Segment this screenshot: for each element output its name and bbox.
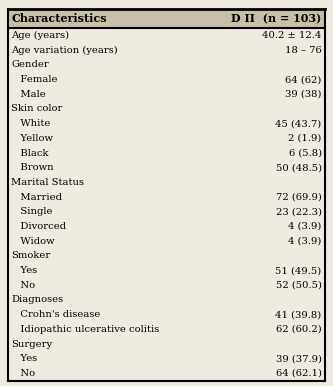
Text: Marital Status: Marital Status [11,178,84,187]
Text: 62 (60.2): 62 (60.2) [276,325,322,334]
Text: 40.2 ± 12.4: 40.2 ± 12.4 [262,31,322,40]
Text: Divorced: Divorced [11,222,66,231]
Text: 2 (1.9): 2 (1.9) [288,134,322,143]
Text: 6 (5.8): 6 (5.8) [289,149,322,157]
Text: 23 (22.3): 23 (22.3) [276,207,322,216]
Text: No: No [11,281,35,290]
Text: Characteristics: Characteristics [11,13,107,24]
Text: 18 – 76: 18 – 76 [285,46,322,55]
Text: Single: Single [11,207,53,216]
Text: Age (years): Age (years) [11,31,69,40]
Text: 45 (43.7): 45 (43.7) [275,119,322,128]
Text: Yes: Yes [11,266,38,275]
Text: Skin color: Skin color [11,105,63,113]
Text: Widow: Widow [11,237,55,246]
Text: 50 (48.5): 50 (48.5) [276,163,322,172]
Text: 72 (69.9): 72 (69.9) [276,193,322,201]
Text: Female: Female [11,75,58,84]
Text: Idiopathic ulcerative colitis: Idiopathic ulcerative colitis [11,325,160,334]
Text: Yes: Yes [11,354,38,363]
Text: 64 (62.1): 64 (62.1) [276,369,322,378]
Text: Surgery: Surgery [11,340,52,349]
FancyBboxPatch shape [8,9,325,28]
Text: Married: Married [11,193,62,201]
Text: Brown: Brown [11,163,54,172]
Text: 39 (37.9): 39 (37.9) [276,354,322,363]
Text: 64 (62): 64 (62) [285,75,322,84]
Text: White: White [11,119,51,128]
Text: 51 (49.5): 51 (49.5) [275,266,322,275]
Text: Smoker: Smoker [11,251,51,261]
Text: 39 (38): 39 (38) [285,90,322,99]
Text: Age variation (years): Age variation (years) [11,46,118,55]
Text: Black: Black [11,149,49,157]
Text: 4 (3.9): 4 (3.9) [288,222,322,231]
Text: Yellow: Yellow [11,134,53,143]
Text: 41 (39.8): 41 (39.8) [275,310,322,319]
Text: D II  (n = 103): D II (n = 103) [231,13,322,24]
Text: Crohn's disease: Crohn's disease [11,310,101,319]
Text: No: No [11,369,35,378]
Text: Diagnoses: Diagnoses [11,295,63,305]
Text: Gender: Gender [11,60,49,69]
Text: 52 (50.5): 52 (50.5) [276,281,322,290]
Text: Male: Male [11,90,46,99]
Text: 4 (3.9): 4 (3.9) [288,237,322,246]
